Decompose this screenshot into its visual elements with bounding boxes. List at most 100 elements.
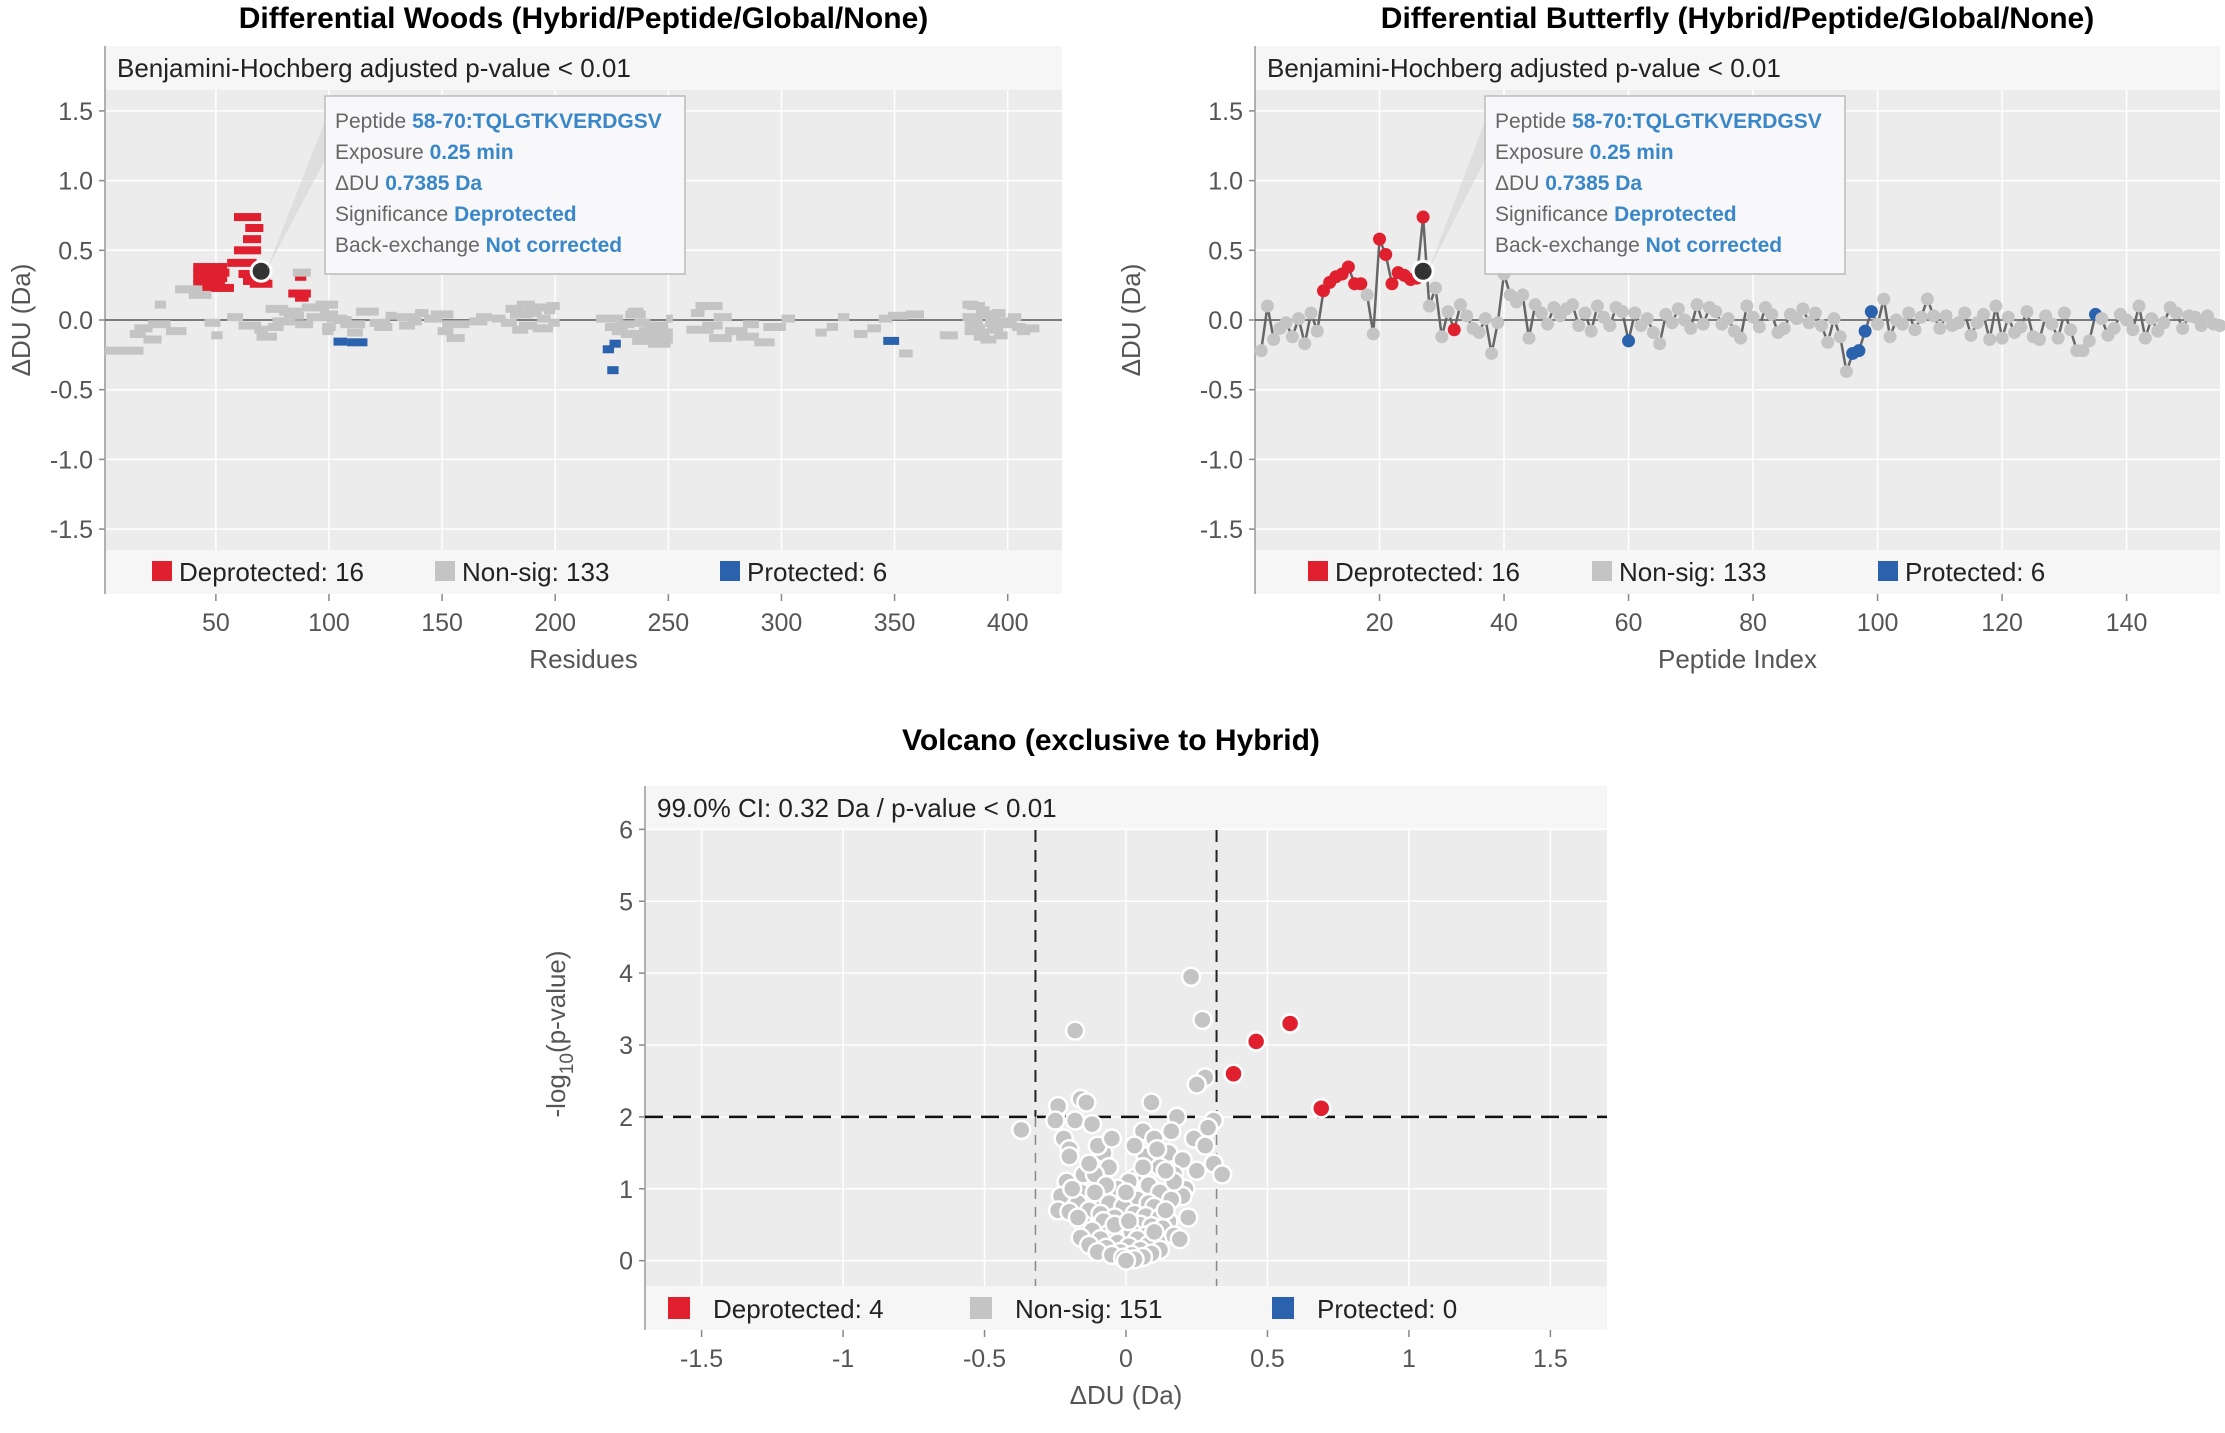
volcano-point [1142,1094,1160,1112]
woods-peptide-bar [245,224,263,232]
volcano-point [1179,1209,1197,1227]
butterfly-point [1305,307,1318,320]
woods-tooltip-value: 0.7385 Da [385,172,482,195]
butterfly-point [2157,316,2170,329]
volcano-legend-label-nonsig: Non-sig: 151 [1015,1294,1162,1324]
butterfly-xtick-label: 100 [1857,609,1899,637]
woods-peptide-bar [940,331,958,339]
volcano-legend-swatch-deprotected [668,1297,690,1319]
woods-peptide-bar [155,301,166,309]
butterfly-point [1666,316,1679,329]
volcano-point [1125,1137,1143,1155]
volcano-point [1171,1230,1189,1248]
woods-legend-swatch-protected [720,561,740,581]
woods-peptide-bar [621,330,641,338]
woods-peptide-bar [888,312,908,320]
butterfly-point [1871,318,1884,331]
woods-peptide-bar [438,327,454,335]
volcano-point [1060,1147,1078,1165]
butterfly-tooltip-value: 0.7385 Da [1545,172,1642,195]
butterfly-point [1653,337,1666,350]
volcano-point [1199,1119,1217,1137]
volcano-point [1066,1111,1084,1129]
butterfly-point [1641,312,1654,325]
volcano-point [1145,1223,1163,1241]
butterfly-point [2108,322,2121,335]
butterfly-point [1709,305,1722,318]
butterfly-point [1884,330,1897,343]
butterfly-point [1697,318,1710,331]
butterfly-point [1902,307,1915,320]
butterfly-point [1896,318,1909,331]
volcano-point [1162,1122,1180,1140]
butterfly-point [1753,320,1766,333]
woods-peptide-bar [981,336,997,344]
volcano-ytick-label: 3 [619,1032,633,1060]
butterfly-point [2139,332,2152,345]
woods-peptide-bar [322,327,333,335]
butterfly-legend-swatch-deprotected [1308,561,1328,581]
woods-peptide-bar [815,329,826,337]
woods-peptide-bar [227,313,243,321]
woods-peptide-bar [695,302,722,310]
woods-xtick-label: 400 [987,609,1029,637]
woods-peptide-bar [781,315,795,323]
butterfly-point [2045,318,2058,331]
butterfly-legend-label-deprotected: Deprotected: 16 [1335,557,1520,587]
butterfly-point [1361,288,1374,301]
woods-peptide-bar [234,213,261,221]
butterfly-point [1454,298,1467,311]
volcano-xtick-label: 1.5 [1533,1345,1568,1373]
woods-peptide-bar [526,303,546,311]
woods-peptide-bar [143,336,161,344]
butterfly-point [1261,300,1274,313]
woods-tooltip-row: Significance Deprotected [335,203,577,226]
woods-ytick-label: 0.5 [58,237,93,265]
volcano-title: Volcano (exclusive to Hybrid) [902,724,1320,757]
woods-peptide-bar [347,338,367,346]
volcano-point [1120,1212,1138,1230]
butterfly-point [1603,319,1616,332]
woods-peptide-bar [548,319,559,327]
volcano-point [1182,968,1200,986]
volcano-ytick-label: 2 [619,1104,633,1132]
woods-peptide-bar [1008,313,1022,321]
volcano-point [1193,1011,1211,1029]
woods-peptide-bar [202,284,234,292]
woods-chart-svg: Differential Woods (Hybrid/Peptide/Globa… [0,0,1100,700]
butterfly-point [2176,322,2189,335]
woods-peptide-bar [883,337,899,345]
woods-peptide-bar [743,320,759,328]
butterfly-ytick-label: -0.5 [1200,377,1243,405]
volcano-ytick-label: 0 [619,1248,633,1276]
butterfly-point [1622,334,1635,347]
butterfly-point [1983,333,1996,346]
woods-ytick-label: 0.0 [58,307,93,335]
butterfly-point [1591,300,1604,313]
butterfly-ytick-label: 1.5 [1208,98,1243,126]
volcano-point [1188,1076,1206,1094]
butterfly-point [1908,323,1921,336]
woods-peptide-bar [476,313,492,321]
woods-peptide-bar [610,340,621,348]
woods-peptide-bar [447,334,465,342]
butterfly-xtick-label: 20 [1366,609,1394,637]
butterfly-point [1354,277,1367,290]
volcano-legend-label-protected: Protected: 0 [1317,1294,1457,1324]
butterfly-point [1834,330,1847,343]
butterfly-point [2014,320,2027,333]
butterfly-point [1859,325,1872,338]
butterfly-xtick-label: 60 [1615,609,1643,637]
woods-ytick-label: -0.5 [50,377,93,405]
butterfly-point [1852,344,1865,357]
butterfly-tooltip-row: Peptide 58-70:TQLGTKVERDGSV [1495,110,1822,133]
woods-legend-label-nonsig: Non-sig: 133 [462,557,609,587]
butterfly-point [1448,323,1461,336]
butterfly-tooltip-value: 58-70:TQLGTKVERDGSV [1572,110,1822,133]
butterfly-tooltip-key: Peptide [1495,110,1572,133]
woods-peptide-bar [616,320,634,328]
volcano-point [1012,1121,1030,1139]
butterfly-point [1385,277,1398,290]
woods-tooltip-key: Peptide [335,110,412,133]
butterfly-point [1535,307,1548,320]
